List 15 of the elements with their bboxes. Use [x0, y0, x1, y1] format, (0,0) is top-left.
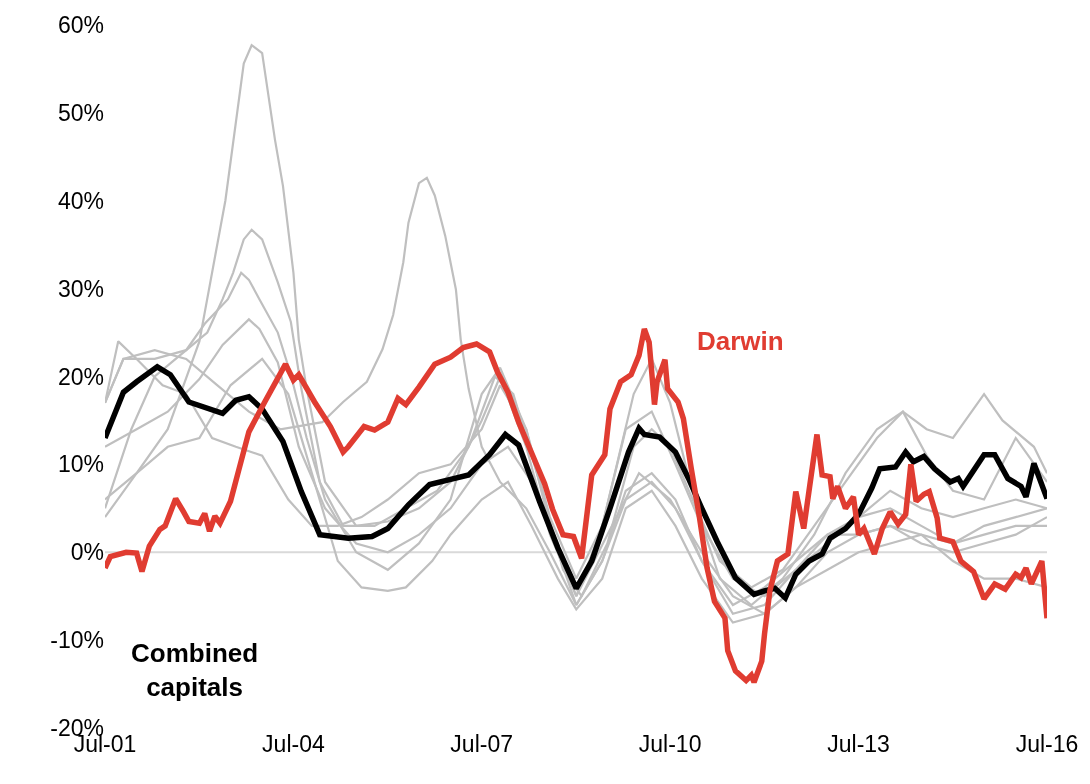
y-tick-label: 50%	[57, 99, 104, 126]
x-tick-label: Jul-07	[450, 731, 514, 757]
y-tick-label: 10%	[57, 451, 104, 478]
y-tick-label: 0%	[70, 539, 104, 566]
y-tick-label: 20%	[57, 363, 104, 390]
y-tick-label: 40%	[57, 187, 104, 214]
x-tick-label: Jul-13	[827, 731, 890, 757]
y-tick-label: -10%	[50, 627, 104, 654]
x-tick-label: Jul-16	[1015, 731, 1079, 757]
x-tick-label: Jul-10	[638, 731, 702, 757]
y-tick-label: 60%	[57, 12, 104, 39]
y-tick-label: 30%	[57, 275, 104, 302]
series-label: Darwin	[697, 326, 784, 356]
text: Combined capitals	[131, 638, 259, 702]
x-tick-label: Jul-04	[262, 731, 325, 757]
